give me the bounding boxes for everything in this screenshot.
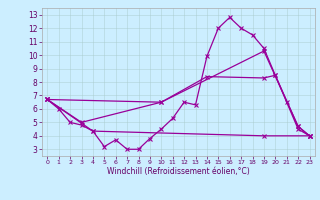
X-axis label: Windchill (Refroidissement éolien,°C): Windchill (Refroidissement éolien,°C) (107, 167, 250, 176)
